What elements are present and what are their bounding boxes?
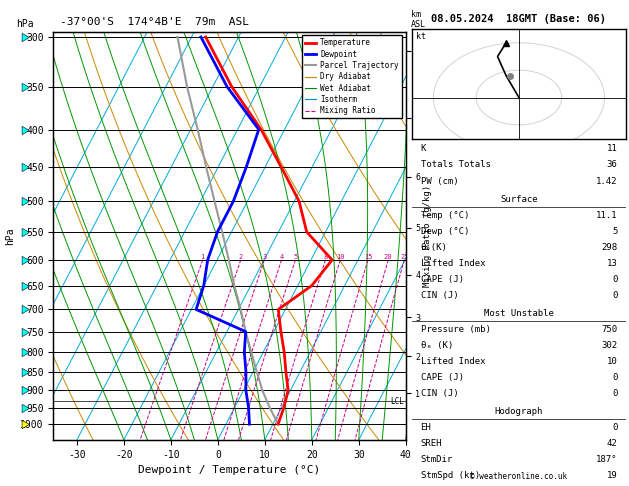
Text: CIN (J): CIN (J) (421, 389, 458, 398)
Text: Surface: Surface (500, 194, 538, 204)
Text: K: K (421, 144, 426, 154)
Text: 0: 0 (612, 291, 617, 300)
Text: 8: 8 (323, 254, 328, 260)
Y-axis label: hPa: hPa (4, 227, 14, 244)
Text: 42: 42 (606, 439, 617, 448)
Text: 08.05.2024  18GMT (Base: 06): 08.05.2024 18GMT (Base: 06) (431, 14, 606, 24)
Text: CAPE (J): CAPE (J) (421, 373, 464, 382)
Text: Totals Totals: Totals Totals (421, 160, 491, 170)
Text: SREH: SREH (421, 439, 442, 448)
Text: kt: kt (416, 33, 426, 41)
Text: 13: 13 (606, 259, 617, 268)
Text: -37°00'S  174°4B'E  79m  ASL: -37°00'S 174°4B'E 79m ASL (60, 17, 248, 27)
Text: 36: 36 (606, 160, 617, 170)
Text: km
ASL: km ASL (411, 10, 426, 29)
Text: 1.42: 1.42 (596, 176, 617, 186)
Text: 0: 0 (612, 373, 617, 382)
Text: 5: 5 (612, 226, 617, 236)
Text: 0: 0 (612, 389, 617, 398)
Text: EH: EH (421, 423, 431, 432)
Y-axis label: Mixing Ratio (g/kg): Mixing Ratio (g/kg) (423, 185, 432, 287)
Text: 298: 298 (601, 243, 617, 252)
Text: Pressure (mb): Pressure (mb) (421, 325, 491, 334)
Text: StmDir: StmDir (421, 455, 453, 464)
Text: 11.1: 11.1 (596, 210, 617, 220)
Text: 2: 2 (238, 254, 243, 260)
Text: 11: 11 (606, 144, 617, 154)
Text: 187°: 187° (596, 455, 617, 464)
Text: 3: 3 (262, 254, 267, 260)
Text: θₑ(K): θₑ(K) (421, 243, 447, 252)
Text: 20: 20 (384, 254, 392, 260)
Text: Dewp (°C): Dewp (°C) (421, 226, 469, 236)
Text: θₑ (K): θₑ (K) (421, 341, 453, 350)
Text: CAPE (J): CAPE (J) (421, 275, 464, 284)
Text: Most Unstable: Most Unstable (484, 309, 554, 318)
X-axis label: Dewpoint / Temperature (°C): Dewpoint / Temperature (°C) (138, 465, 321, 475)
Text: 750: 750 (601, 325, 617, 334)
Text: 1: 1 (201, 254, 205, 260)
Text: 0: 0 (612, 275, 617, 284)
Text: 5: 5 (293, 254, 298, 260)
Text: Lifted Index: Lifted Index (421, 357, 485, 366)
Text: 302: 302 (601, 341, 617, 350)
Text: Lifted Index: Lifted Index (421, 259, 485, 268)
Text: 15: 15 (364, 254, 372, 260)
Text: StmSpd (kt): StmSpd (kt) (421, 471, 480, 480)
Text: 4: 4 (279, 254, 284, 260)
Text: LCL: LCL (391, 397, 404, 406)
Text: hPa: hPa (16, 19, 33, 29)
Text: 0: 0 (612, 423, 617, 432)
Text: 10: 10 (606, 357, 617, 366)
Text: PW (cm): PW (cm) (421, 176, 458, 186)
Text: 25: 25 (400, 254, 409, 260)
Text: CIN (J): CIN (J) (421, 291, 458, 300)
Legend: Temperature, Dewpoint, Parcel Trajectory, Dry Adiabat, Wet Adiabat, Isotherm, Mi: Temperature, Dewpoint, Parcel Trajectory… (302, 35, 402, 118)
Text: Temp (°C): Temp (°C) (421, 210, 469, 220)
Text: 10: 10 (336, 254, 345, 260)
Text: © weatheronline.co.uk: © weatheronline.co.uk (470, 472, 567, 481)
Text: Hodograph: Hodograph (495, 407, 543, 416)
Text: 19: 19 (606, 471, 617, 480)
